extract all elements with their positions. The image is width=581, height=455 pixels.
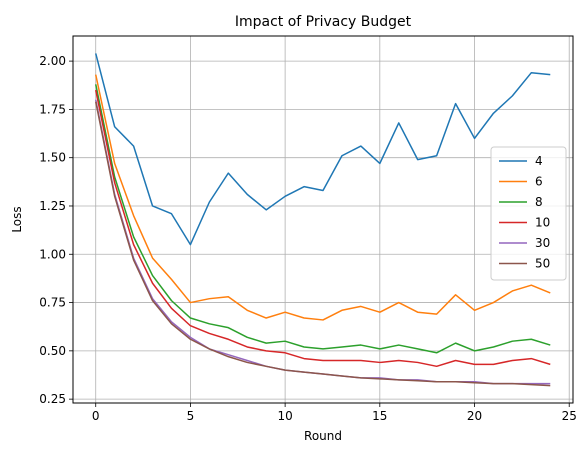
x-tick-label: 15 bbox=[372, 409, 387, 423]
grid bbox=[73, 36, 573, 403]
x-tick-label: 10 bbox=[277, 409, 292, 423]
legend-label-50: 50 bbox=[535, 257, 550, 271]
x-tick-label: 25 bbox=[562, 409, 577, 423]
legend-label-8: 8 bbox=[535, 195, 543, 209]
series-line-6 bbox=[94, 74, 551, 321]
legend-box bbox=[490, 146, 567, 281]
y-tick-label: 0.50 bbox=[39, 344, 66, 358]
legend-label-6: 6 bbox=[535, 175, 543, 189]
y-tick-label: 1.25 bbox=[39, 199, 66, 213]
x-tick-label: 5 bbox=[187, 409, 195, 423]
chart-title: Impact of Privacy Budget bbox=[235, 14, 412, 30]
y-tick-label: 1.50 bbox=[39, 151, 66, 165]
legend-label-4: 4 bbox=[535, 154, 543, 168]
legend-label-10: 10 bbox=[535, 216, 550, 230]
series-line-50 bbox=[94, 101, 551, 387]
x-tick-label: 20 bbox=[467, 409, 482, 423]
y-axis-label: Loss bbox=[10, 206, 24, 232]
series-line-4 bbox=[95, 53, 551, 246]
series-line-30 bbox=[94, 99, 551, 385]
y-tick-label: 1.75 bbox=[39, 102, 66, 116]
x-tick-label: 0 bbox=[92, 409, 100, 423]
y-tick-label: 2.00 bbox=[39, 54, 66, 68]
y-tick-label: 1.00 bbox=[39, 247, 66, 261]
x-axis-ticks: 0 5 10 15 20 25 bbox=[92, 403, 577, 423]
legend-label-30: 30 bbox=[535, 236, 550, 250]
series-line-10 bbox=[94, 89, 551, 368]
y-axis-ticks: 0.25 0.50 0.75 1.00 1.25 1.50 1.75 2.00 bbox=[39, 54, 73, 406]
plot-frame bbox=[72, 35, 574, 404]
x-axis-label: Round bbox=[304, 429, 342, 443]
legend: 4 6 8 10 30 50 bbox=[490, 146, 567, 281]
series-line-8 bbox=[94, 84, 551, 354]
y-tick-label: 0.25 bbox=[39, 392, 66, 406]
y-tick-label: 0.75 bbox=[39, 296, 66, 310]
series-lines bbox=[94, 53, 551, 387]
